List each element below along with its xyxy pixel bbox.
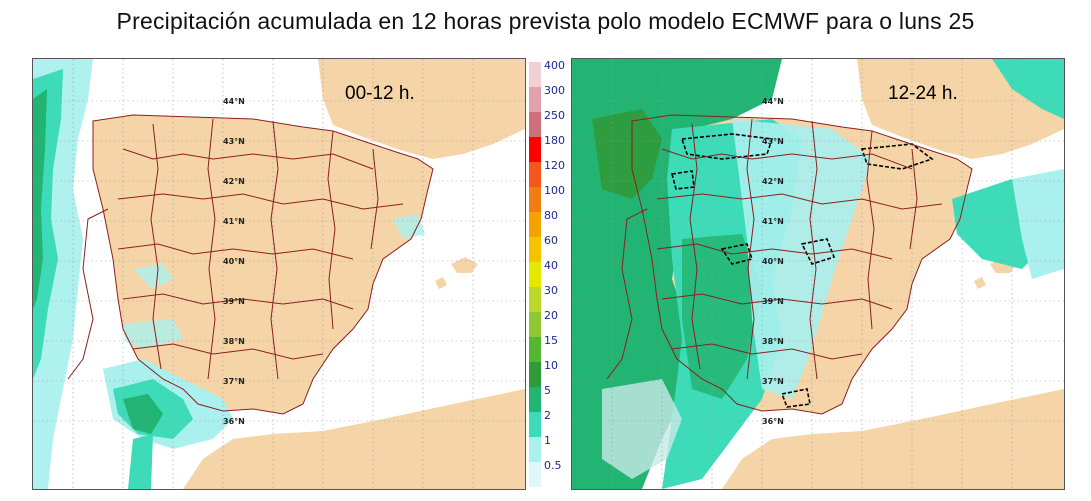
legend-swatch xyxy=(529,112,541,138)
legend-tick-label: 15 xyxy=(544,334,558,347)
precipitation-map-right xyxy=(572,59,1064,489)
graticule-right xyxy=(572,59,1064,489)
lat-label-44: 44°N xyxy=(762,97,784,106)
precip-center-cyan xyxy=(732,119,872,399)
lat-label-42: 42°N xyxy=(762,177,784,186)
legend-swatch xyxy=(529,62,541,88)
province-borders-left xyxy=(67,114,434,415)
legend-swatch xyxy=(529,162,541,188)
legend-tick-label: 180 xyxy=(544,134,565,147)
lat-label-42: 42°N xyxy=(223,177,245,186)
lat-label-40: 40°N xyxy=(223,257,245,266)
legend-tick-label: 250 xyxy=(544,109,565,122)
precip-north-france xyxy=(992,59,1064,119)
legend-swatch xyxy=(529,237,541,263)
legend-swatch xyxy=(529,462,541,488)
precip-atlantic-dark xyxy=(592,109,662,199)
balearic-islands-land xyxy=(435,257,478,289)
legend-swatch xyxy=(529,362,541,388)
lat-label-36: 36°N xyxy=(762,417,784,426)
legend-tick-label: 100 xyxy=(544,184,565,197)
province-borders-right xyxy=(606,114,973,415)
graticule-left xyxy=(33,59,525,489)
period-label-right: 12-24 h. xyxy=(888,83,958,104)
legend-swatch xyxy=(529,137,541,163)
precipitation-map-left xyxy=(33,59,525,489)
legend-tick-label: 10 xyxy=(544,359,558,372)
legend-tick-label: 30 xyxy=(544,284,558,297)
legend-swatch xyxy=(529,387,541,413)
lat-label-39: 39°N xyxy=(762,297,784,306)
precip-mediterranean-light xyxy=(1012,169,1064,279)
legend-tick-label: 300 xyxy=(544,84,565,97)
lat-label-40: 40°N xyxy=(762,257,784,266)
lat-label-37: 37°N xyxy=(223,377,245,386)
legend-swatch xyxy=(529,262,541,288)
africa-land xyxy=(183,389,525,489)
lat-label-43: 43°N xyxy=(762,137,784,146)
lat-label-41: 41°N xyxy=(762,217,784,226)
precip-south-dark xyxy=(123,394,163,434)
legend-tick-label: 80 xyxy=(544,209,558,222)
legend-tick-label: 40 xyxy=(544,259,558,272)
page-title: Precipitación acumulada en 12 horas prev… xyxy=(116,8,975,34)
legend-tick-label: 20 xyxy=(544,309,558,322)
legend-swatch xyxy=(529,212,541,238)
precip-light-grey xyxy=(602,379,682,479)
precip-atlantic-dark xyxy=(33,89,47,309)
map-panel-00-12: 00-12 h. 44°N 43°N 42°N 41°N 40°N 39°N 3… xyxy=(32,58,526,490)
lat-label-38: 38°N xyxy=(762,337,784,346)
precip-gibraltar-strip xyxy=(128,434,153,489)
legend-tick-label: 60 xyxy=(544,234,558,247)
map-panel-12-24: 12-24 h. 44°N 43°N 42°N 41°N 40°N 39°N 3… xyxy=(571,58,1065,490)
legend-swatch xyxy=(529,437,541,463)
legend-tick-label: 2 xyxy=(544,409,551,422)
precip-center-patches xyxy=(123,214,425,349)
lat-label-38: 38°N xyxy=(223,337,245,346)
precipitation-legend: 400 300 250 180 120 100 80 60 40 30 20 15 10 5 2 1 0.5 xyxy=(529,59,569,488)
legend-tick-label: 1 xyxy=(544,434,551,447)
legend-tick-label: 5 xyxy=(544,384,551,397)
legend-swatch xyxy=(529,187,541,213)
legend-swatch xyxy=(529,312,541,338)
france-land xyxy=(318,59,525,159)
period-label-left: 00-12 h. xyxy=(345,83,415,104)
lat-label-39: 39°N xyxy=(223,297,245,306)
precip-west-green xyxy=(682,234,762,399)
legend-swatch xyxy=(529,412,541,438)
legend-swatch xyxy=(529,87,541,113)
lat-label-44: 44°N xyxy=(223,97,245,106)
legend-tick-label: 400 xyxy=(544,59,565,72)
lat-label-37: 37°N xyxy=(762,377,784,386)
legend-swatch xyxy=(529,337,541,363)
legend-tick-label: 0.5 xyxy=(544,459,562,472)
africa-land xyxy=(722,389,1064,489)
lat-label-43: 43°N xyxy=(223,137,245,146)
legend-tick-label: 120 xyxy=(544,159,565,172)
lat-label-41: 41°N xyxy=(223,217,245,226)
legend-swatch xyxy=(529,287,541,313)
lat-label-36: 36°N xyxy=(223,417,245,426)
